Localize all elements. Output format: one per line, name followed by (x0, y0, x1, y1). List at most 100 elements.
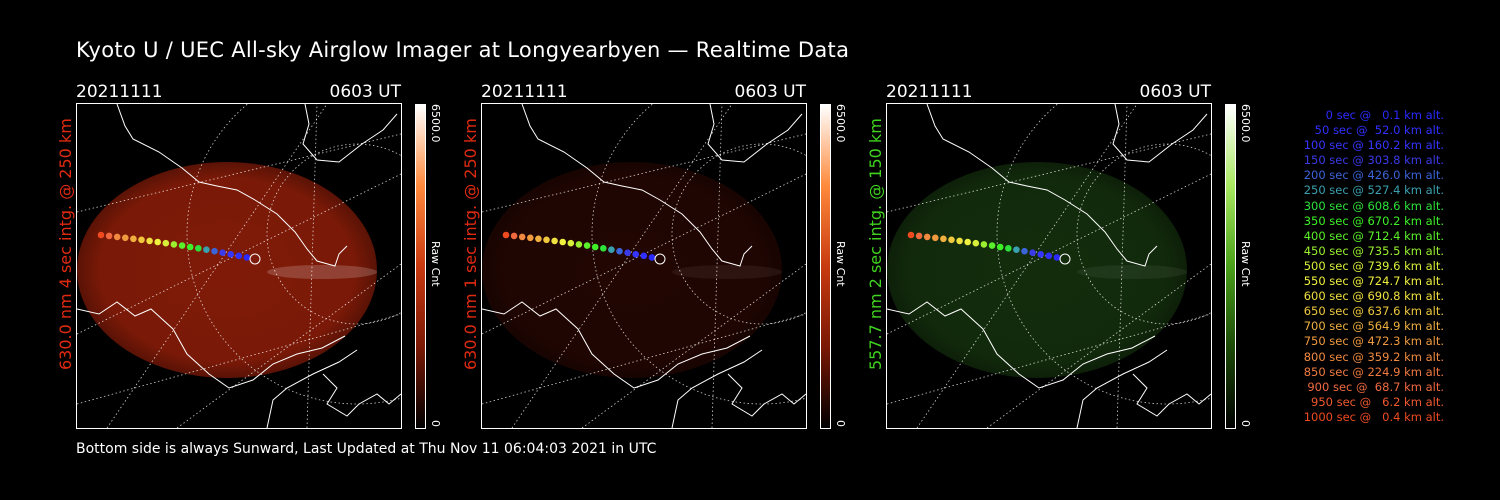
panel-1-side-label: 630.0 nm 4 sec intg. @ 250 km (56, 118, 75, 370)
panel-3-side-label: 557.7 nm 2 sec intg. @ 150 km (866, 118, 885, 370)
coastline (266, 349, 358, 428)
panel-3-colorbar-max: 6500.0 (1239, 104, 1252, 143)
aurora-band (672, 265, 782, 279)
coastline (116, 104, 348, 267)
legend-row: 150 sec @ 303.8 km alt. (1303, 153, 1444, 168)
track-point (130, 235, 137, 243)
track-point (640, 252, 648, 260)
legend-row: 700 sec @ 564.9 km alt. (1303, 319, 1444, 334)
track-point (170, 241, 178, 248)
coastline (1112, 104, 1208, 163)
legend-row: 1000 sec @ 0.4 km alt. (1303, 409, 1444, 424)
legend-row: 900 sec @ 68.7 km alt. (1307, 379, 1444, 394)
track-point (219, 249, 226, 256)
track-point (956, 237, 963, 245)
panel-1-time: 0603 UT (329, 82, 402, 102)
panel-3-time: 0603 UT (1139, 82, 1212, 102)
track-point (559, 238, 566, 246)
track-point (632, 251, 639, 258)
legend-row: 800 sec @ 359.2 km alt. (1303, 349, 1444, 364)
legend-row: 650 sec @ 637.6 km alt. (1303, 304, 1444, 319)
coastline (302, 104, 398, 163)
panel-1-colorbar (415, 104, 426, 429)
track-point (518, 233, 526, 241)
track-point (1059, 253, 1071, 265)
track-point (980, 241, 988, 248)
track-point (178, 242, 186, 249)
track-point (996, 243, 1004, 251)
panel-3-colorbar-min: 0 (1239, 420, 1252, 427)
panel-1-colorbar-min: 0 (429, 420, 442, 427)
panel-2-time: 0603 UT (734, 82, 807, 102)
panel-3-allsky-image (886, 103, 1212, 429)
panel-2-colorbar-unit: Raw Cnt (834, 241, 847, 287)
track-point (567, 239, 575, 247)
legend-row: 500 sec @ 739.6 km alt. (1303, 258, 1444, 273)
track-point (97, 231, 105, 239)
track-point (616, 247, 623, 255)
track-point (551, 237, 558, 245)
coastline (77, 301, 346, 389)
track-point (543, 236, 550, 244)
track-point (243, 254, 251, 261)
airglow-disk (482, 162, 782, 378)
track-point (146, 237, 153, 245)
graticule-circle (1076, 143, 1211, 325)
panel-3-colorbar (1225, 104, 1236, 429)
aurora-band (1077, 265, 1187, 279)
legend-row: 350 sec @ 670.2 km alt. (1303, 213, 1444, 228)
legend-row: 450 sec @ 735.5 km alt. (1303, 243, 1444, 258)
graticule-line (482, 313, 806, 405)
track-point (502, 231, 510, 239)
legend-row: 850 sec @ 224.9 km alt. (1303, 364, 1444, 379)
legend-row: 0 sec @ 0.1 km alt. (1325, 108, 1444, 122)
track-point (122, 234, 129, 242)
track-point (154, 238, 161, 246)
legend-row: 400 sec @ 712.4 km alt. (1303, 228, 1444, 243)
panel-2-allsky-image (481, 103, 807, 429)
legend-row: 100 sec @ 160.2 km alt. (1303, 138, 1444, 153)
track-point (195, 245, 202, 252)
panel-3-date: 20211111 (886, 82, 973, 102)
track-point (654, 253, 666, 265)
track-point (1037, 251, 1044, 258)
track-point (203, 246, 210, 253)
panel-3-colorbar-unit: Raw Cnt (1239, 241, 1252, 287)
panel-2-side-label: 630.0 nm 1 sec intg. @ 250 km (461, 118, 480, 370)
track-point (235, 252, 243, 260)
track-point (227, 251, 234, 258)
track-point (535, 235, 542, 243)
page-title: Kyoto U / UEC All-sky Airglow Imager at … (76, 38, 850, 62)
track-point (113, 233, 121, 241)
legend-row: 50 sec @ 52.0 km alt. (1314, 123, 1444, 138)
track-point (964, 238, 971, 246)
panel-2-date: 20211111 (481, 82, 568, 102)
track-point (186, 243, 194, 251)
legend-row: 950 sec @ 6.2 km alt. (1311, 394, 1444, 409)
graticule-circle (671, 143, 806, 325)
coastline (1132, 373, 1211, 417)
track-point (1053, 254, 1061, 261)
coastline (707, 104, 803, 163)
track-point (1005, 245, 1012, 252)
coastline (926, 104, 1158, 267)
graticule-line (887, 313, 1211, 405)
track-point (510, 232, 518, 240)
panel-1-colorbar-max: 6500.0 (429, 104, 442, 143)
track-point (1021, 247, 1028, 255)
aurora-band (267, 265, 377, 279)
track-point (583, 242, 591, 249)
legend-row: 250 sec @ 527.4 km alt. (1303, 183, 1444, 198)
panel-1-colorbar-unit: Raw Cnt (429, 241, 442, 287)
track-point (1013, 246, 1020, 253)
airglow-disk (887, 162, 1187, 378)
track-point (527, 234, 534, 242)
coastline (1076, 349, 1168, 428)
track-point (138, 236, 145, 244)
coastline (727, 373, 806, 417)
track-point (907, 231, 915, 239)
track-point (608, 246, 615, 253)
track-point (162, 239, 170, 247)
track-point (948, 236, 955, 244)
coastline (322, 373, 401, 417)
